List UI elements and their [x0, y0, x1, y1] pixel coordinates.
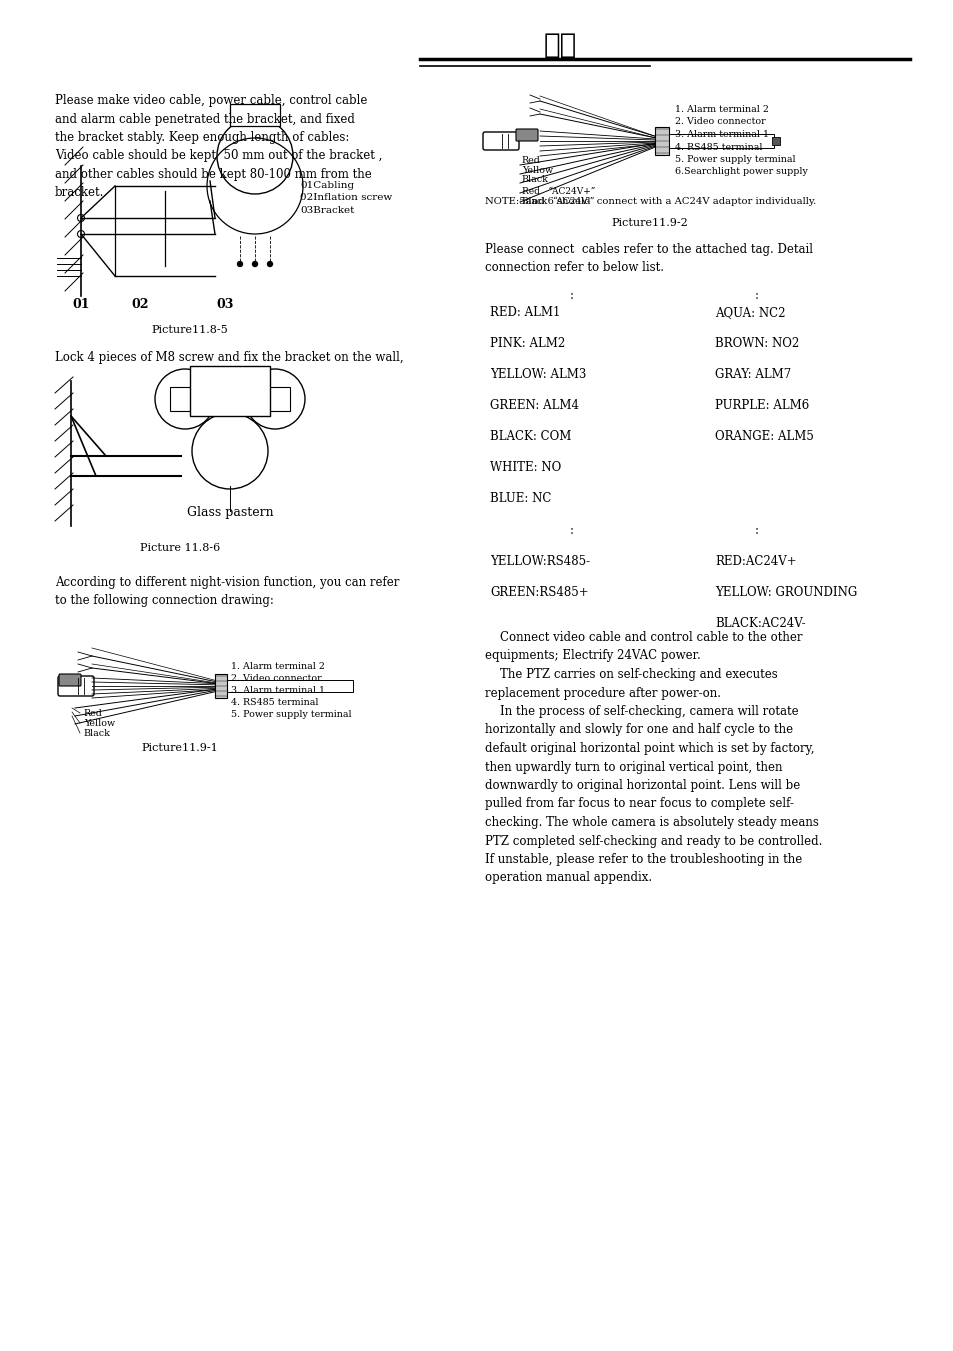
Circle shape — [237, 262, 242, 266]
Text: BROWN: NO2: BROWN: NO2 — [714, 336, 799, 350]
Text: 5. Power supply terminal: 5. Power supply terminal — [231, 711, 352, 719]
Text: 01Cabling
02Inflation screw
03Bracket: 01Cabling 02Inflation screw 03Bracket — [299, 181, 392, 215]
Text: ঁো: ঁো — [543, 32, 576, 59]
Bar — [655, 127, 668, 155]
Text: 4. RS485 terminal: 4. RS485 terminal — [231, 698, 318, 707]
Text: Yellow: Yellow — [521, 166, 553, 174]
Bar — [260, 386, 290, 411]
Text: :: : — [569, 289, 574, 303]
Bar — [223, 680, 353, 692]
Text: Black: Black — [84, 730, 111, 738]
Text: ORANGE: ALM5: ORANGE: ALM5 — [714, 430, 813, 443]
Text: BLUE: NC: BLUE: NC — [490, 492, 551, 505]
Text: 6.Searchlight power supply: 6.Searchlight power supply — [675, 168, 807, 177]
Text: GREEN:RS485+: GREEN:RS485+ — [490, 586, 588, 598]
FancyBboxPatch shape — [59, 674, 81, 686]
Text: Red: Red — [521, 155, 540, 165]
Bar — [771, 136, 780, 145]
Text: 4. RS485 terminal: 4. RS485 terminal — [675, 142, 761, 151]
Text: Glass pastern: Glass pastern — [187, 507, 273, 519]
Text: 3. Alarm terminal 1: 3. Alarm terminal 1 — [675, 130, 768, 139]
Text: RED: ALM1: RED: ALM1 — [490, 305, 559, 319]
Text: AQUA: NC2: AQUA: NC2 — [714, 305, 784, 319]
Text: RED:AC24V+: RED:AC24V+ — [714, 555, 796, 567]
Text: 5. Power supply terminal: 5. Power supply terminal — [675, 155, 795, 163]
Text: Please make video cable, power cable, control cable
and alarm cable penetrated t: Please make video cable, power cable, co… — [55, 95, 382, 200]
FancyBboxPatch shape — [58, 676, 94, 696]
Bar — [190, 366, 270, 416]
Bar — [214, 674, 227, 698]
Text: Picture11.9-1: Picture11.9-1 — [141, 743, 218, 753]
Text: YELLOW: GROUNDING: YELLOW: GROUNDING — [714, 586, 857, 598]
Text: :: : — [754, 524, 759, 536]
Text: GRAY: ALM7: GRAY: ALM7 — [714, 367, 790, 381]
Text: According to different night-vision function, you can refer
to the following con: According to different night-vision func… — [55, 576, 399, 607]
Text: Black: Black — [521, 176, 548, 184]
Text: Yellow: Yellow — [84, 719, 115, 728]
Text: Picture 11.8-6: Picture 11.8-6 — [140, 543, 220, 553]
Text: YELLOW: ALM3: YELLOW: ALM3 — [490, 367, 586, 381]
Text: Connect video cable and control cable to the other
equipments; Electrify 24VAC p: Connect video cable and control cable to… — [484, 631, 821, 885]
Text: Red   “AC24V+”: Red “AC24V+” — [521, 186, 595, 196]
Text: Red: Red — [84, 709, 103, 717]
Text: :: : — [569, 524, 574, 536]
Text: YELLOW:RS485-: YELLOW:RS485- — [490, 555, 590, 567]
Text: Black  “AC24V-”: Black “AC24V-” — [521, 196, 594, 205]
FancyBboxPatch shape — [516, 128, 537, 141]
Text: BLACK:AC24V-: BLACK:AC24V- — [714, 617, 804, 630]
Circle shape — [267, 262, 273, 266]
Text: 2. Video connector: 2. Video connector — [231, 674, 321, 684]
Text: 02: 02 — [132, 299, 149, 311]
Bar — [170, 386, 200, 411]
Circle shape — [253, 262, 257, 266]
Text: :: : — [754, 289, 759, 303]
Text: 1. Alarm terminal 2: 1. Alarm terminal 2 — [231, 662, 325, 671]
Text: Picture11.8-5: Picture11.8-5 — [152, 326, 228, 335]
Bar — [668, 134, 773, 149]
Text: NOTE:5and 6 should  connect with a AC24V adaptor individually.: NOTE:5and 6 should connect with a AC24V … — [484, 197, 816, 205]
Text: 3. Alarm terminal 1: 3. Alarm terminal 1 — [231, 686, 325, 694]
Text: GREEN: ALM4: GREEN: ALM4 — [490, 399, 578, 412]
Text: WHITE: NO: WHITE: NO — [490, 461, 560, 474]
Text: 2. Video connector: 2. Video connector — [675, 118, 765, 127]
Bar — [230, 104, 280, 126]
Text: PURPLE: ALM6: PURPLE: ALM6 — [714, 399, 808, 412]
Text: 03: 03 — [216, 299, 233, 311]
Text: Picture11.9-2: Picture11.9-2 — [611, 218, 688, 228]
Text: Please connect  cables refer to the attached tag. Detail
connection refer to bel: Please connect cables refer to the attac… — [484, 243, 812, 274]
Text: PINK: ALM2: PINK: ALM2 — [490, 336, 565, 350]
Text: 1. Alarm terminal 2: 1. Alarm terminal 2 — [675, 105, 768, 113]
Text: BLACK: COM: BLACK: COM — [490, 430, 571, 443]
Text: 01: 01 — [72, 299, 90, 311]
FancyBboxPatch shape — [482, 132, 518, 150]
Text: Lock 4 pieces of M8 screw and fix the bracket on the wall,: Lock 4 pieces of M8 screw and fix the br… — [55, 351, 403, 363]
